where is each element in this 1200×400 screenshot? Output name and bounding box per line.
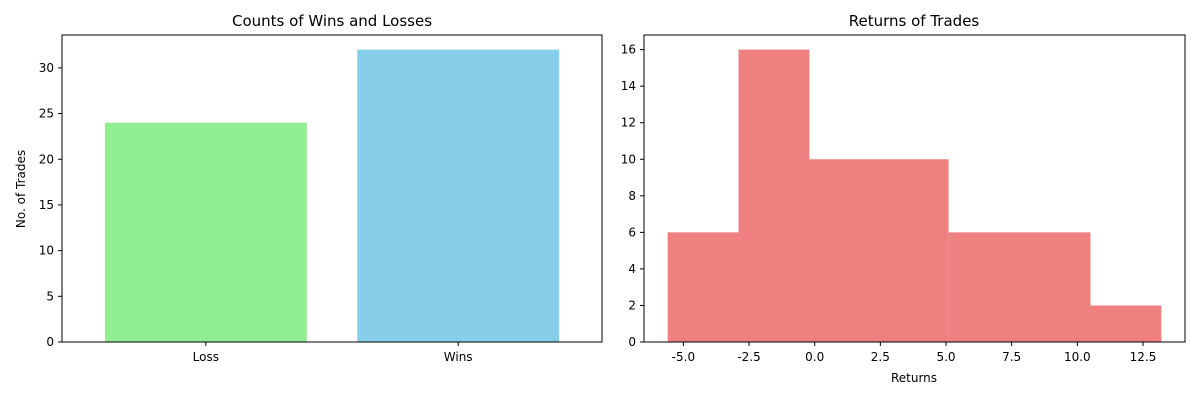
- y-tick-label: 15: [39, 198, 54, 212]
- histogram-bin: [948, 232, 1091, 342]
- x-tick-label-loss: Loss: [193, 350, 219, 364]
- histogram-bin: [738, 49, 810, 342]
- bar-loss: [104, 122, 307, 342]
- y-tick-label: 2: [628, 298, 636, 312]
- y-tick-label: 5: [46, 289, 54, 303]
- histogram-bin: [667, 232, 739, 342]
- y-tick-label: 12: [621, 116, 636, 130]
- y-tick-label: 0: [46, 335, 54, 349]
- wins-losses-bar-chart: Counts of Wins and Losses No. of Trades …: [14, 12, 603, 364]
- histogram-bin: [809, 159, 949, 342]
- bar-wins: [357, 49, 560, 342]
- left-axes-frame: [61, 34, 603, 343]
- right-axes-frame: [643, 34, 1186, 343]
- y-tick-label: 30: [39, 61, 54, 75]
- right-x-axis-label: Returns: [891, 371, 937, 385]
- y-tick-label: 20: [39, 152, 54, 166]
- x-tick-label: 10.0: [1064, 350, 1091, 364]
- y-tick-label: 0: [628, 335, 636, 349]
- left-y-axis-label: No. of Trades: [14, 150, 28, 228]
- returns-histogram: Returns of Trades Returns 0246810121416 …: [621, 12, 1186, 385]
- y-tick-label: 25: [39, 107, 54, 121]
- x-tick-label-wins: Wins: [444, 350, 473, 364]
- x-tick-label: 12.5: [1130, 350, 1157, 364]
- x-tick-label: -2.5: [737, 350, 760, 364]
- y-tick-label: 16: [621, 43, 636, 57]
- right-chart-title: Returns of Trades: [849, 12, 980, 30]
- y-tick-label: 6: [628, 225, 636, 239]
- y-tick-label: 14: [621, 79, 636, 93]
- y-tick-label: 4: [628, 262, 636, 276]
- x-tick-label: 5.0: [936, 350, 955, 364]
- x-tick-label: 7.5: [1002, 350, 1021, 364]
- y-tick-label: 10: [39, 244, 54, 258]
- y-tick-label: 10: [621, 152, 636, 166]
- histogram-bin: [1090, 305, 1162, 342]
- left-chart-title: Counts of Wins and Losses: [232, 12, 432, 30]
- y-tick-label: 8: [628, 189, 636, 203]
- x-tick-label: -5.0: [672, 350, 695, 364]
- x-tick-label: 2.5: [871, 350, 890, 364]
- x-tick-label: 0.0: [805, 350, 824, 364]
